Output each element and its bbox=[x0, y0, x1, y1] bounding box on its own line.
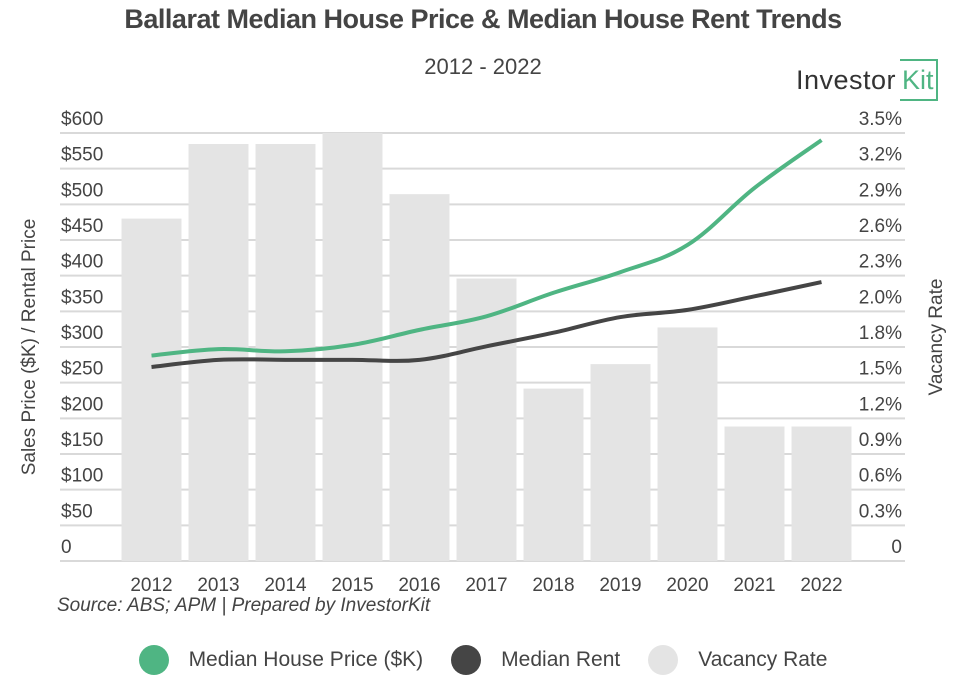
logo-kit-text: Kit bbox=[902, 65, 934, 95]
x-axis-tick-label: 2012 bbox=[130, 575, 172, 596]
legend-swatch-price bbox=[138, 645, 169, 675]
vacancy-bar bbox=[657, 327, 718, 561]
x-axis-tick-label: 2013 bbox=[197, 575, 239, 596]
x-axis-tick-label: 2018 bbox=[532, 575, 574, 596]
legend-swatch-rent bbox=[451, 645, 482, 675]
legend-label-vacancy: Vacancy Rate bbox=[698, 648, 828, 671]
left-axis-title: Sales Price ($K) / Rental Price bbox=[19, 219, 40, 476]
chart-area: 0 $50 $100 $150 $200 $250 $300 $350 $400 $450 $500… bbox=[19, 109, 947, 596]
vacancy-bar bbox=[456, 278, 517, 561]
x-axis-tick-label: 2019 bbox=[599, 575, 641, 596]
investorkit-logo: Investor Kit bbox=[796, 58, 938, 102]
left-axis-tick-label: $550 bbox=[61, 145, 103, 166]
left-axis-tick-label: 0 bbox=[61, 537, 72, 558]
vacancy-bar bbox=[121, 218, 182, 561]
chart-subtitle: 2012 - 2022 bbox=[424, 54, 542, 79]
x-axis-tick-label: 2014 bbox=[264, 575, 307, 596]
right-axis-title: Vacancy Rate bbox=[926, 279, 947, 396]
x-axis-tick-label: 2015 bbox=[331, 575, 373, 596]
right-axis-tick-label: 1.2% bbox=[859, 394, 902, 415]
right-axis-tick-label: 2.0% bbox=[859, 287, 902, 308]
legend-label-price: Median House Price ($K) bbox=[188, 648, 424, 671]
price-line bbox=[151, 138, 823, 358]
right-axis-tick-label: 0.6% bbox=[859, 466, 902, 487]
right-axis-tick-label: 0 bbox=[891, 537, 902, 558]
left-axis-tick-label: $50 bbox=[61, 501, 93, 522]
vacancy-bar bbox=[389, 194, 450, 561]
legend-item-rent[interactable]: Median Rent bbox=[451, 645, 620, 675]
x-axis-tick-label: 2022 bbox=[800, 575, 842, 596]
vacancy-bar bbox=[791, 426, 852, 561]
right-axis-ticks: 0 0.3% 0.6% 0.9% 1.2% 1.5% 1.8% 2.0% 2.3% 2.6% 2.9… bbox=[859, 109, 902, 558]
right-axis-tick-label: 2.3% bbox=[859, 252, 902, 273]
legend-item-price[interactable]: Median House Price ($K) bbox=[138, 645, 424, 675]
x-axis-ticks: 2012 2013 2014 2015 2016 2017 2018 2019 2020 2021… bbox=[130, 575, 842, 596]
legend-item-vacancy[interactable]: Vacancy Rate bbox=[648, 645, 827, 675]
x-axis-tick-label: 2016 bbox=[398, 575, 440, 596]
vacancy-bar bbox=[590, 364, 651, 561]
left-axis-tick-label: $600 bbox=[61, 109, 103, 130]
chart-title: Ballarat Median House Price & Median Hou… bbox=[124, 4, 842, 34]
logo-kit-box: Kit bbox=[900, 59, 938, 101]
right-axis-tick-label: 0.3% bbox=[859, 501, 902, 522]
right-axis-tick-label: 2.6% bbox=[859, 216, 902, 237]
x-axis-tick-label: 2021 bbox=[733, 575, 775, 596]
vacancy-bar bbox=[724, 426, 785, 561]
left-axis-tick-label: $200 bbox=[61, 394, 103, 415]
line-series bbox=[151, 138, 823, 369]
right-axis-tick-label: 3.5% bbox=[859, 109, 902, 130]
right-axis-tick-label: 1.5% bbox=[859, 359, 902, 380]
rent-line bbox=[151, 280, 822, 369]
left-axis-tick-label: $400 bbox=[61, 252, 103, 273]
vacancy-bar bbox=[188, 144, 249, 561]
legend-swatch-vacancy bbox=[648, 645, 679, 675]
x-axis-tick-label: 2017 bbox=[465, 575, 507, 596]
right-axis-tick-label: 1.8% bbox=[859, 323, 902, 344]
left-axis-tick-label: $350 bbox=[61, 287, 103, 308]
left-axis-tick-label: $300 bbox=[61, 323, 103, 344]
left-axis-tick-label: $450 bbox=[61, 216, 103, 237]
left-axis-tick-label: $500 bbox=[61, 180, 103, 201]
left-axis-tick-label: $150 bbox=[61, 430, 103, 451]
source-note: Source: ABS; APM | Prepared by InvestorK… bbox=[57, 595, 431, 616]
vacancy-bar bbox=[523, 388, 584, 561]
right-axis-tick-label: 2.9% bbox=[859, 180, 902, 201]
right-axis-tick-label: 3.2% bbox=[859, 145, 902, 166]
vacancy-bars bbox=[121, 133, 852, 561]
left-axis-ticks: 0 $50 $100 $150 $200 $250 $300 $350 $400 $450 $500… bbox=[61, 109, 103, 558]
x-axis-tick-label: 2020 bbox=[666, 575, 708, 596]
left-axis-tick-label: $250 bbox=[61, 359, 103, 380]
right-axis-tick-label: 0.9% bbox=[859, 430, 902, 451]
legend: Median House Price ($K) Median Rent Vaca… bbox=[0, 645, 966, 675]
logo-word: Investor bbox=[796, 64, 897, 95]
legend-label-rent: Median Rent bbox=[501, 648, 621, 671]
left-axis-tick-label: $100 bbox=[61, 466, 103, 487]
